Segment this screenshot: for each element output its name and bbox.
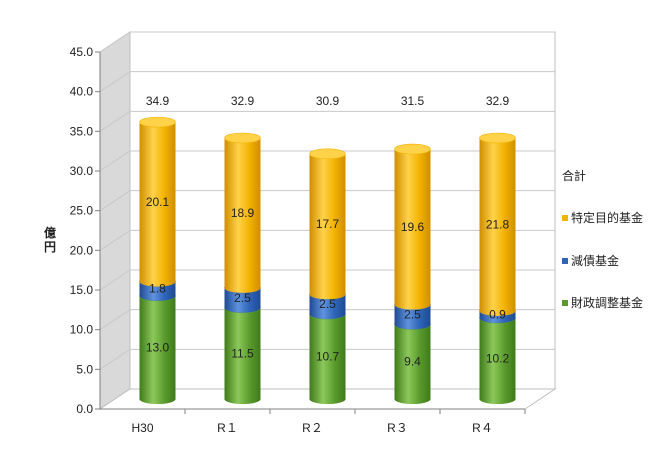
bar-segment (479, 318, 516, 404)
segment-value-label: 21.8 (486, 217, 510, 231)
bar-segment (139, 122, 176, 287)
y-tick-label: 25.0 (70, 204, 94, 218)
segment-value-label: 17.7 (316, 217, 340, 231)
x-tick-label: R２ (302, 421, 323, 435)
bar-segment (479, 137, 516, 316)
legend-label-debt-reduction: 減債基金 (571, 254, 620, 268)
total-value-label: 32.9 (231, 94, 255, 108)
legend-item-total: 合計 (562, 168, 586, 184)
x-tick-label: H30 (131, 421, 153, 435)
total-value-label: 34.9 (146, 94, 170, 108)
x-tick-label: R４ (472, 421, 493, 435)
gridline-side (99, 190, 131, 212)
bar-segment-top (479, 132, 516, 144)
segment-value-label: 2.5 (234, 291, 251, 305)
segment-value-label: 10.2 (486, 352, 510, 366)
y-tick-label: 35.0 (70, 124, 94, 138)
legend-swatch-debt-reduction (562, 257, 568, 264)
bar-segment (224, 137, 261, 293)
gridline-side (99, 309, 131, 331)
bar-segment (224, 287, 261, 313)
gridline-side (99, 269, 131, 291)
y-axis-label: 億円 (42, 226, 58, 254)
bar-stack (224, 132, 261, 404)
bar-segment (479, 310, 516, 324)
legend-swatch-fiscal-adjustment (562, 299, 568, 306)
gridline-side (99, 71, 131, 93)
total-value-label: 31.5 (401, 94, 425, 108)
bar-segment-top (309, 148, 346, 160)
legend-label-total: 合計 (562, 169, 587, 183)
total-value-label: 32.9 (486, 94, 510, 108)
segment-value-label: 9.4 (404, 355, 421, 369)
segment-value-label: 1.8 (149, 282, 166, 296)
bars (139, 116, 516, 404)
gridline-side (99, 348, 131, 370)
gridline-side (99, 31, 131, 53)
bar-stack (394, 143, 431, 404)
gridline-side (99, 110, 131, 132)
segment-value-label: 19.6 (401, 220, 425, 234)
bar-segment-top (394, 143, 431, 155)
gridline-side (99, 150, 131, 172)
x-tick-label: R３ (387, 421, 408, 435)
legend-swatch-special-purpose (562, 214, 568, 221)
y-tick-label: 15.0 (70, 283, 94, 297)
y-tick-label: 45.0 (70, 45, 94, 59)
data-labels: 13.0 1.8 20.1 11.5 2.5 18.9 10.7 2.5 17.7 9.4 2.5 1… (146, 94, 510, 369)
x-tick-label: R１ (217, 421, 238, 435)
legend-item-fiscal-adjustment: 財政調整基金 (562, 295, 643, 311)
gridline-side (99, 229, 131, 251)
segment-value-label: 13.0 (146, 340, 170, 354)
legend-item-special-purpose: 特定目的基金 (562, 210, 643, 226)
bar-segment (309, 314, 346, 404)
segment-value-label: 2.5 (404, 308, 421, 322)
bar-stack (309, 148, 346, 404)
segment-value-label: 2.5 (319, 297, 336, 311)
bar-segment (394, 149, 431, 310)
y-tick-label: 20.0 (70, 243, 94, 257)
bar-segment (394, 324, 431, 404)
legend-item-debt-reduction: 減債基金 (562, 253, 619, 269)
y-tick-label: 40.0 (70, 85, 94, 99)
bar-segment-top (224, 132, 261, 144)
segment-value-label: 10.7 (316, 350, 340, 364)
bar-segment (394, 304, 431, 330)
segment-value-label: 0.9 (489, 308, 506, 322)
axes: 0.0 5.0 10.0 15.0 20.0 25.0 30.0 35.0 40.0 45.0 H3… (70, 45, 526, 435)
bar-stack (479, 132, 516, 404)
bar-stack (139, 116, 176, 404)
segment-value-label: 11.5 (231, 346, 254, 360)
y-axis-label-text: 億円 (43, 226, 56, 254)
segment-value-label: 18.9 (231, 206, 255, 220)
total-value-label: 30.9 (316, 94, 340, 108)
y-tick-label: 10.0 (70, 323, 94, 337)
bar-segment (139, 295, 176, 404)
y-tick-label: 5.0 (76, 362, 93, 376)
bar-segment-top (139, 116, 176, 128)
y-tick-label: 0.0 (76, 402, 93, 416)
bar-segment (139, 281, 176, 301)
bar-segment (309, 153, 346, 300)
bar-segment (224, 307, 261, 404)
segment-value-label: 20.1 (146, 195, 170, 209)
legend-label-fiscal-adjustment: 財政調整基金 (571, 296, 644, 310)
bar-segment (309, 294, 346, 320)
legend-label-special-purpose: 特定目的基金 (571, 211, 644, 225)
y-tick-label: 30.0 (70, 164, 94, 178)
